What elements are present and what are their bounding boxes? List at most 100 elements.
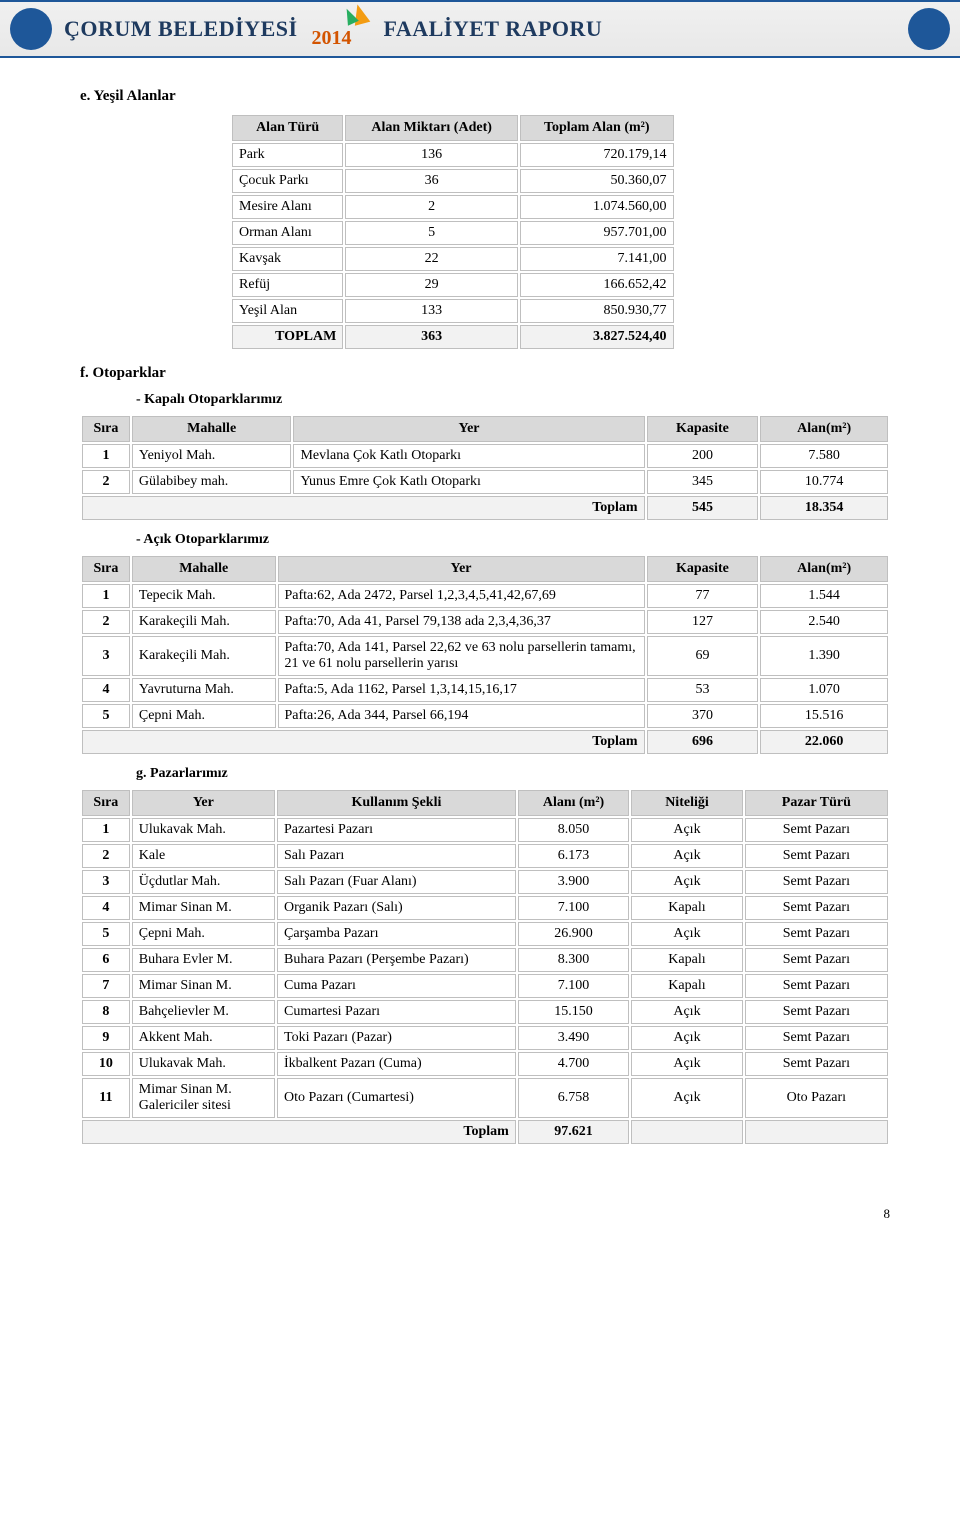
cell: 1.390	[760, 636, 888, 676]
cell: Pafta:5, Ada 1162, Parsel 1,3,14,15,16,1…	[278, 678, 645, 702]
cell: 370	[647, 704, 759, 728]
cell: Semt Pazarı	[745, 974, 888, 998]
cell: Çepni Mah.	[132, 704, 276, 728]
cell: 15.150	[518, 1000, 629, 1024]
total-row: Toplam 696 22.060	[82, 730, 888, 754]
cell: 133	[345, 299, 518, 323]
section-e-heading: e. Yeşil Alanlar	[80, 88, 890, 105]
header-banner: ÇORUM BELEDİYESİ 2014 FAALİYET RAPORU	[0, 0, 960, 58]
cell: 3.490	[518, 1026, 629, 1050]
cell: 1	[82, 444, 130, 468]
cell: Organik Pazarı (Salı)	[277, 896, 516, 920]
cell: 1.070	[760, 678, 888, 702]
table-row: 4 Yavruturna Mah. Pafta:5, Ada 1162, Par…	[82, 678, 888, 702]
cell: 7.100	[518, 896, 629, 920]
cell: 22.060	[760, 730, 888, 754]
table-row: Yeşil Alan 133 850.930,77	[232, 299, 674, 323]
cell: İkbalkent Pazarı (Cuma)	[277, 1052, 516, 1076]
table-header-row: Sıra Mahalle Yer Kapasite Alan(m²)	[82, 556, 888, 582]
cell: Çarşamba Pazarı	[277, 922, 516, 946]
cell: 1.074.560,00	[520, 195, 674, 219]
cell: Pafta:70, Ada 41, Parsel 79,138 ada 2,3,…	[278, 610, 645, 634]
cell: Salı Pazarı (Fuar Alanı)	[277, 870, 516, 894]
cell: 7	[82, 974, 130, 998]
section-f-sub1: - Kapalı Otoparklarımız	[136, 392, 890, 408]
table-row: Park 136 720.179,14	[232, 143, 674, 167]
cell: 10	[82, 1052, 130, 1076]
page-content: e. Yeşil Alanlar Alan Türü Alan Miktarı …	[0, 88, 960, 1146]
col-mahalle: Mahalle	[132, 556, 276, 582]
cell: Cuma Pazarı	[277, 974, 516, 998]
cell: Gülabibey mah.	[132, 470, 292, 494]
org-title: ÇORUM BELEDİYESİ	[64, 16, 298, 42]
cell: 6.758	[518, 1078, 629, 1118]
cell: 53	[647, 678, 759, 702]
cell: 6	[82, 948, 130, 972]
cell: 545	[647, 496, 759, 520]
cell: 50.360,07	[520, 169, 674, 193]
cell: 15.516	[760, 704, 888, 728]
cell: Park	[232, 143, 343, 167]
cell: Salı Pazarı	[277, 844, 516, 868]
table-row: 2 Kale Salı Pazarı 6.173 Açık Semt Pazar…	[82, 844, 888, 868]
cell: Orman Alanı	[232, 221, 343, 245]
cell: Açık	[631, 1078, 742, 1118]
cell: 3	[82, 870, 130, 894]
cell: Semt Pazarı	[745, 948, 888, 972]
table-pazarlar: Sıra Yer Kullanım Şekli Alanı (m²) Nitel…	[80, 788, 890, 1146]
cell: Açık	[631, 1026, 742, 1050]
cell: 10.774	[760, 470, 888, 494]
cell: 8.300	[518, 948, 629, 972]
cell: 3.827.524,40	[520, 325, 674, 349]
cell: Ulukavak Mah.	[132, 818, 275, 842]
table-row: Kavşak 22 7.141,00	[232, 247, 674, 271]
cell: 136	[345, 143, 518, 167]
table-row: 7 Mimar Sinan M. Cuma Pazarı 7.100 Kapal…	[82, 974, 888, 998]
section-f-sub2: - Açık Otoparklarımız	[136, 532, 890, 548]
table-row: 3 Karakeçili Mah. Pafta:70, Ada 141, Par…	[82, 636, 888, 676]
cell: 1	[82, 818, 130, 842]
col-yer: Yer	[132, 790, 275, 816]
col-kullanim: Kullanım Şekli	[277, 790, 516, 816]
cell: 8	[82, 1000, 130, 1024]
year-text: 2014	[312, 27, 352, 50]
cell: Semt Pazarı	[745, 922, 888, 946]
cell: 7.580	[760, 444, 888, 468]
cell: 18.354	[760, 496, 888, 520]
cell: 69	[647, 636, 759, 676]
cell: Semt Pazarı	[745, 818, 888, 842]
table-row: Çocuk Parkı 36 50.360,07	[232, 169, 674, 193]
cell: 2.540	[760, 610, 888, 634]
col-alan: Alan(m²)	[760, 556, 888, 582]
col-sira: Sıra	[82, 416, 130, 442]
cell: Kapalı	[631, 974, 742, 998]
report-title: FAALİYET RAPORU	[384, 16, 908, 42]
cell: Cumartesi Pazarı	[277, 1000, 516, 1024]
cell: 957.701,00	[520, 221, 674, 245]
cell: 345	[647, 470, 759, 494]
cell: 2	[345, 195, 518, 219]
col-pazar-turu: Pazar Türü	[745, 790, 888, 816]
table-row: 11 Mimar Sinan M. Galericiler sitesi Oto…	[82, 1078, 888, 1118]
table-row: Mesire Alanı 2 1.074.560,00	[232, 195, 674, 219]
total-row: TOPLAM 363 3.827.524,40	[232, 325, 674, 349]
cell: Pafta:26, Ada 344, Parsel 66,194	[278, 704, 645, 728]
cell: Mimar Sinan M. Galericiler sitesi	[132, 1078, 275, 1118]
table-header-row: Sıra Yer Kullanım Şekli Alanı (m²) Nitel…	[82, 790, 888, 816]
cell: Akkent Mah.	[132, 1026, 275, 1050]
col-mahalle: Mahalle	[132, 416, 292, 442]
cell: 77	[647, 584, 759, 608]
col-yer: Yer	[293, 416, 644, 442]
table-row: 10 Ulukavak Mah. İkbalkent Pazarı (Cuma)…	[82, 1052, 888, 1076]
cell: Mimar Sinan M.	[132, 974, 275, 998]
cell: 6.173	[518, 844, 629, 868]
cell: 2	[82, 610, 130, 634]
cell: Bahçelievler M.	[132, 1000, 275, 1024]
cell: 166.652,42	[520, 273, 674, 297]
table-row: 4 Mimar Sinan M. Organik Pazarı (Salı) 7…	[82, 896, 888, 920]
cell: Kapalı	[631, 896, 742, 920]
cell: Pazartesi Pazarı	[277, 818, 516, 842]
cell	[631, 1120, 742, 1144]
table-row: 9 Akkent Mah. Toki Pazarı (Pazar) 3.490 …	[82, 1026, 888, 1050]
cell: 5	[82, 922, 130, 946]
